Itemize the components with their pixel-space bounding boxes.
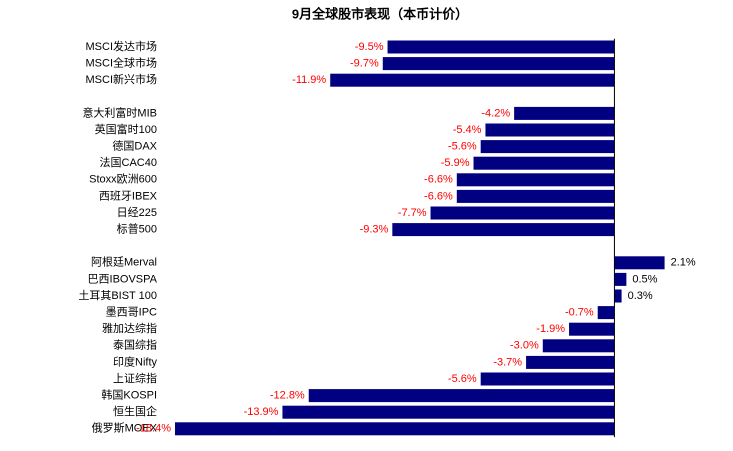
bar [480, 372, 615, 386]
value-label: -9.3% [360, 224, 389, 236]
value-label: -5.6% [448, 141, 477, 153]
y-tick-label: 标普500 [117, 222, 157, 236]
bar [282, 405, 615, 419]
y-tick-label: 日经225 [117, 206, 157, 219]
value-label: -12.8% [270, 390, 305, 402]
y-tick-label: MSCI全球市场 [86, 56, 158, 70]
y-tick-label: 印度Nifty [113, 354, 157, 368]
y-tick-label: Stoxx欧洲600 [89, 173, 157, 186]
y-tick-label: 英国富时100 [95, 122, 157, 136]
bar [430, 206, 615, 220]
bar [330, 73, 615, 87]
bar [485, 123, 615, 137]
y-tick-label: 俄罗斯MOEX [92, 422, 158, 435]
y-tick-label: 德国DAX [112, 139, 157, 153]
y-tick-label: 意大利富时MIB [82, 105, 157, 119]
y-tick-label: 阿根廷Merval [91, 255, 157, 269]
bar [614, 289, 622, 303]
chart-title: 9月全球股市表现（本币计价） [292, 6, 468, 21]
value-label: -5.4% [453, 124, 482, 136]
value-label: 2.1% [671, 257, 696, 269]
bar [526, 355, 615, 369]
value-label: -5.9% [441, 157, 470, 169]
bar [614, 272, 627, 286]
bar [569, 322, 615, 336]
y-tick-label: MSCI新兴市场 [86, 72, 158, 86]
y-tick-label: 雅加达综指 [102, 321, 157, 335]
bar [597, 306, 615, 320]
value-label: 0.5% [632, 273, 657, 285]
value-label: -11.9% [292, 74, 326, 86]
bar [456, 173, 615, 187]
y-tick-label: 巴西IBOVSPA [88, 273, 158, 285]
bar [542, 339, 615, 353]
y-tick-label: 泰国综指 [113, 338, 157, 352]
value-label: -9.5% [355, 41, 384, 53]
y-tick-label: 恒生国企 [113, 404, 157, 418]
bar [614, 256, 665, 270]
value-label: 0.3% [628, 290, 653, 302]
value-label: -3.7% [493, 356, 522, 368]
y-tick-label: 韩国KOSPI [101, 388, 157, 402]
bar [480, 140, 615, 154]
y-tick-label: 西班牙IBEX [99, 189, 158, 202]
bar [392, 223, 615, 237]
y-tick-label: 墨西哥IPC [106, 306, 157, 319]
value-label: -0.7% [565, 307, 594, 319]
value-label: -18.4% [136, 423, 171, 435]
bar [387, 40, 615, 54]
value-label: -6.6% [424, 190, 453, 202]
bar [382, 57, 615, 71]
value-label: -5.6% [448, 373, 477, 385]
value-label: -4.2% [481, 107, 510, 119]
bar [174, 422, 615, 436]
bar [308, 389, 615, 403]
value-label: -6.6% [424, 174, 453, 186]
value-label: -7.7% [398, 207, 427, 219]
bar [473, 156, 615, 170]
y-tick-label: MSCI发达市场 [86, 39, 158, 53]
value-label: -3.0% [510, 340, 539, 352]
bar [514, 106, 615, 120]
y-tick-label: 法国CAC40 [100, 155, 157, 169]
value-label: -1.9% [536, 323, 565, 335]
y-tick-label: 上证综指 [113, 371, 157, 385]
y-tick-label: 土耳其BIST 100 [78, 289, 157, 302]
bar [456, 189, 615, 203]
value-label: -13.9% [244, 406, 279, 418]
value-label: -9.7% [350, 58, 379, 70]
